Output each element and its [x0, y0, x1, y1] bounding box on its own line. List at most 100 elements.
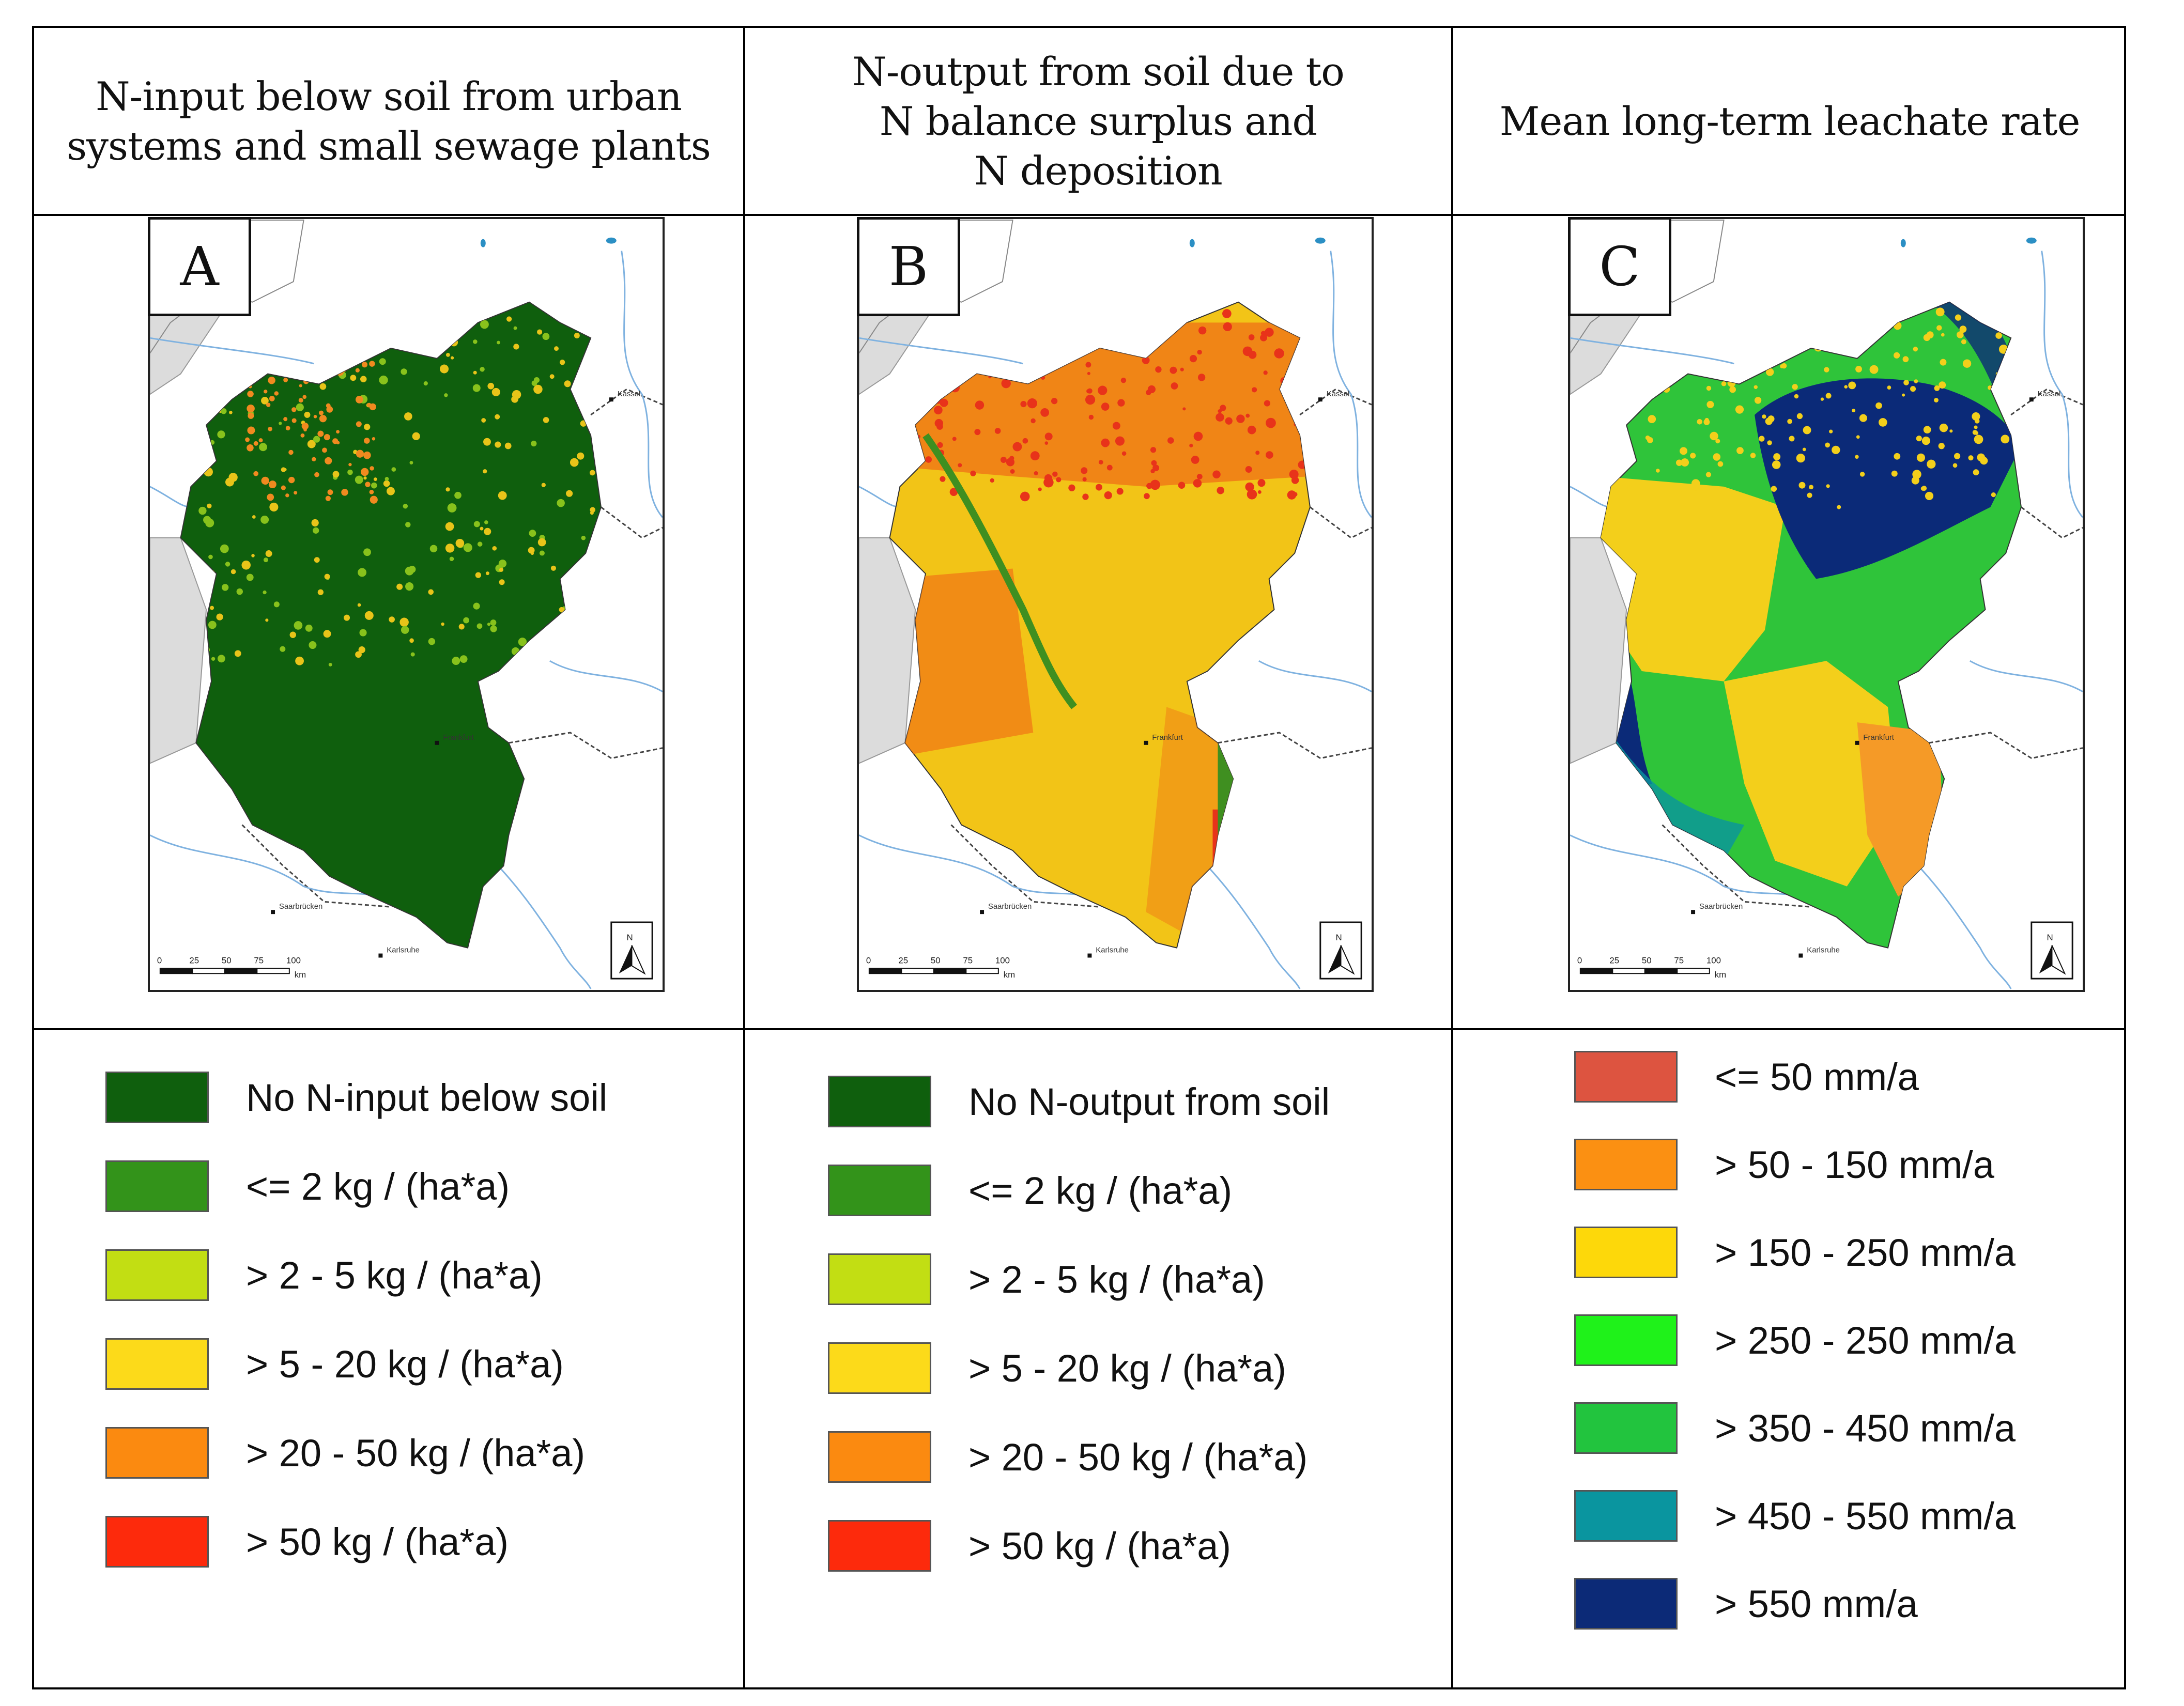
- legend-label: <= 2 kg / (ha*a): [968, 1169, 1233, 1212]
- city-label: Karlsruhe: [387, 947, 420, 955]
- legend-label: > 150 - 250 mm/a: [1715, 1231, 2016, 1274]
- legend-label: > 2 - 5 kg / (ha*a): [246, 1253, 543, 1297]
- map-spot: [574, 332, 580, 338]
- map-spot: [1766, 368, 1774, 376]
- map-spot: [1735, 405, 1744, 414]
- map-spot: [1874, 321, 1881, 328]
- map-spot: [419, 335, 423, 339]
- map-spot: [1912, 470, 1921, 479]
- lake: [1189, 239, 1195, 247]
- map-spot: [446, 353, 450, 357]
- map-spot: [1222, 309, 1232, 318]
- map-spot: [391, 467, 396, 472]
- map-spot: [1027, 365, 1034, 371]
- map-spot: [405, 522, 411, 528]
- legend-item: > 20 - 50 kg / (ha*a): [828, 1431, 1308, 1483]
- map-spot: [288, 449, 294, 455]
- map-spot: [1198, 326, 1207, 335]
- map-spot: [1991, 492, 1996, 498]
- map-canvas: ArnheimKasselFrankfurtSaarbrückenKarlsru…: [859, 220, 1372, 989]
- map-spot: [1322, 375, 1327, 379]
- map-spot: [264, 390, 268, 394]
- map-spot: [1736, 447, 1744, 455]
- map-spot: [1803, 426, 1811, 435]
- map-spot: [528, 547, 535, 554]
- map-spot: [1713, 453, 1721, 461]
- map-spot: [1082, 477, 1087, 482]
- map-spot: [1706, 400, 1714, 409]
- map-spot: [1040, 408, 1050, 417]
- scale-tick-label: 100: [995, 955, 1010, 965]
- map-spot: [312, 367, 318, 373]
- map-spot: [1085, 345, 1089, 349]
- map-spot: [550, 565, 557, 571]
- map-spot: [364, 424, 371, 430]
- map-spot: [1794, 394, 1799, 399]
- map-spot: [1152, 464, 1160, 472]
- river: [1258, 660, 1372, 692]
- map-spot: [937, 442, 943, 448]
- map-spot: [1773, 453, 1781, 461]
- map-spot: [1914, 379, 1918, 383]
- map-spot: [1220, 405, 1226, 411]
- map-spot: [1721, 381, 1727, 386]
- map-spot: [483, 469, 487, 474]
- river: [621, 251, 663, 518]
- lake: [606, 237, 617, 244]
- map-spot: [1940, 359, 1947, 366]
- map-spot: [477, 541, 483, 547]
- map-spot: [300, 433, 305, 438]
- map-spot: [428, 589, 434, 595]
- map-spot: [283, 417, 288, 422]
- map-spot: [1663, 385, 1670, 393]
- legend-label: <= 50 mm/a: [1715, 1055, 1919, 1098]
- map-spot: [344, 614, 350, 621]
- map-spot: [904, 425, 909, 430]
- scale-segment: [1644, 968, 1678, 974]
- map-spot: [1627, 485, 1633, 491]
- map-spot: [1730, 373, 1736, 379]
- map-spot: [1647, 437, 1653, 443]
- legend-swatch: [105, 1427, 209, 1479]
- map-spot: [325, 457, 332, 464]
- map-spot: [1293, 492, 1298, 497]
- map-zone: [889, 568, 1034, 758]
- map-spot: [543, 417, 549, 423]
- map-spot: [266, 402, 271, 407]
- map-spot: [369, 361, 375, 367]
- legend-item: > 50 kg / (ha*a): [105, 1516, 509, 1568]
- map-spot: [364, 611, 374, 620]
- map-spot: [1257, 490, 1262, 494]
- map-spot: [1772, 460, 1781, 469]
- map-spot: [1879, 418, 1887, 427]
- map-spot: [322, 447, 327, 453]
- map-spot: [1939, 381, 1946, 389]
- lake: [480, 239, 486, 247]
- map-spot: [1891, 470, 1898, 477]
- map-spot: [236, 588, 243, 595]
- map-spot: [473, 370, 477, 375]
- map-spot: [308, 374, 316, 381]
- map-spot: [1119, 343, 1126, 350]
- north-label: N: [1336, 933, 1342, 942]
- map-spot: [1809, 485, 1813, 490]
- map-spot: [1052, 400, 1056, 404]
- map-spot: [1771, 486, 1777, 492]
- map-canvas: ArnheimKasselFrankfurtSaarbrückenKarlsru…: [1570, 220, 2083, 989]
- map-spot: [363, 451, 371, 459]
- map-spot: [1829, 429, 1833, 433]
- map-spot: [1087, 388, 1093, 394]
- map-spot: [267, 365, 275, 374]
- legend-swatch: [105, 1160, 209, 1212]
- legend-swatch: [105, 1516, 209, 1568]
- map-spot: [314, 557, 320, 563]
- map-spot: [513, 344, 519, 350]
- map-spot: [355, 651, 362, 658]
- map-spot: [1248, 334, 1255, 340]
- legend-item: > 550 mm/a: [1574, 1578, 1918, 1630]
- map-spot: [1171, 382, 1178, 390]
- map-spot: [1103, 320, 1114, 331]
- legend-label: > 2 - 5 kg / (ha*a): [968, 1258, 1265, 1301]
- map-spot: [941, 318, 947, 323]
- map-spot: [974, 429, 981, 436]
